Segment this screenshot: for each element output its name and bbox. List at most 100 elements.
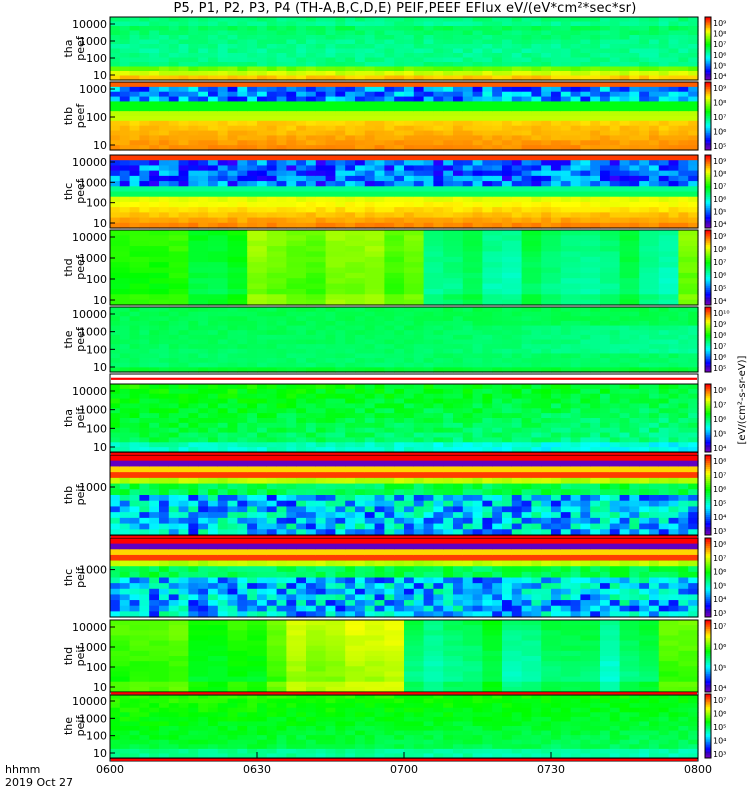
- heatmap-cell: [404, 196, 415, 203]
- colorbar-segment: [705, 370, 711, 373]
- heatmap-cell: [639, 116, 650, 122]
- heatmap-cell: [600, 339, 611, 345]
- heatmap-cell: [453, 442, 464, 448]
- heatmap-cell: [355, 398, 366, 405]
- heatmap-cell: [521, 294, 542, 301]
- heatmap-cell: [678, 384, 689, 390]
- heatmap-cell: [600, 442, 611, 448]
- heatmap-cell: [257, 57, 268, 63]
- heatmap-cell: [443, 57, 454, 63]
- heatmap-cell: [168, 62, 180, 68]
- heatmap-cell: [658, 367, 670, 373]
- heatmap-cell: [668, 316, 679, 322]
- heatmap-cell: [345, 447, 356, 453]
- heatmap-cell: [492, 320, 503, 327]
- heatmap-cell: [668, 418, 679, 424]
- heatmap-cell: [119, 358, 131, 364]
- heatmap-cell: [149, 344, 160, 350]
- heatmap-cell: [551, 75, 562, 81]
- heatmap-cell: [384, 251, 405, 258]
- heatmap-cell: [443, 91, 454, 98]
- heatmap-cell: [609, 140, 621, 146]
- heatmap-cell: [511, 155, 523, 161]
- heatmap-cell: [306, 181, 317, 187]
- heatmap-cell: [217, 75, 229, 81]
- heatmap-cell: [678, 358, 689, 364]
- heatmap-cell: [404, 398, 415, 405]
- heatmap-cell: [413, 403, 425, 409]
- heatmap-cell: [472, 170, 483, 177]
- heatmap-cell: [541, 316, 552, 322]
- heatmap-cell: [266, 186, 278, 193]
- heatmap-cell: [629, 155, 640, 161]
- heatmap-cell: [472, 311, 483, 317]
- heatmap-cell: [668, 96, 679, 103]
- heatmap-cell: [668, 307, 679, 313]
- heatmap-cell: [110, 256, 131, 263]
- heatmap-cell: [404, 316, 415, 322]
- heatmap-cell: [276, 334, 287, 341]
- heatmap-cell: [443, 212, 454, 219]
- heatmap-cell: [580, 75, 591, 81]
- heatmap-cell: [551, 427, 562, 434]
- heatmap-cell: [649, 398, 660, 405]
- heatmap-cell: [345, 130, 356, 137]
- heatmap-cell: [600, 307, 611, 313]
- heatmap-cell: [345, 403, 356, 409]
- heatmap-cell: [384, 437, 395, 443]
- heatmap-cell: [590, 427, 601, 434]
- heatmap-cell: [110, 344, 121, 350]
- heatmap-cell: [139, 311, 150, 317]
- heatmap-cell: [600, 262, 621, 269]
- heatmap-cell: [404, 35, 415, 41]
- heatmap-cell: [119, 120, 131, 127]
- heatmap-cell: [551, 120, 562, 127]
- heatmap-cell: [129, 186, 140, 193]
- heatmap-cell: [649, 212, 660, 219]
- heatmap-cell: [629, 82, 640, 88]
- heatmap-cell: [325, 175, 336, 182]
- heatmap-cell: [129, 320, 140, 327]
- heatmap-cell: [168, 207, 180, 213]
- heatmap-cell: [658, 283, 679, 290]
- heatmap-cell: [658, 267, 679, 274]
- heatmap-cell: [257, 358, 268, 364]
- heatmap-cell: [364, 307, 376, 313]
- heatmap-cell: [345, 240, 366, 247]
- heatmap-cell: [688, 75, 699, 81]
- heatmap-cell: [668, 384, 679, 390]
- heatmap-cell: [619, 353, 630, 359]
- heatmap-cell: [639, 26, 650, 32]
- heatmap-cell: [325, 334, 336, 341]
- heatmap-cell: [208, 175, 219, 182]
- heatmap-cell: [462, 311, 474, 317]
- heatmap-cell: [159, 181, 170, 187]
- heatmap-cell: [404, 86, 415, 93]
- heatmap-cell: [658, 196, 670, 203]
- heatmap-cell: [119, 101, 131, 107]
- heatmap-cell: [678, 75, 689, 81]
- heatmap-cell: [355, 66, 366, 72]
- heatmap-cell: [257, 160, 268, 167]
- heatmap-cell: [227, 44, 238, 50]
- heatmap-cell: [306, 267, 327, 274]
- heatmap-cell: [668, 160, 679, 167]
- heatmap-cell: [629, 170, 640, 177]
- colorbar-segment: [705, 441, 711, 444]
- heatmap-cell: [168, 145, 180, 151]
- heatmap-cell: [217, 155, 229, 161]
- heatmap-cell: [345, 388, 356, 395]
- heatmap-cell: [139, 367, 150, 373]
- heatmap-cell: [178, 175, 189, 182]
- heatmap-cell: [296, 207, 307, 213]
- heatmap-cell: [423, 125, 434, 132]
- heatmap-cell: [335, 367, 346, 373]
- heatmap-cell: [129, 96, 140, 103]
- heatmap-cell: [247, 437, 258, 443]
- heatmap-cell: [521, 307, 532, 313]
- heatmap-cell: [345, 442, 356, 448]
- heatmap-cell: [580, 222, 591, 229]
- heatmap-cell: [423, 358, 434, 364]
- heatmap-cell: [531, 75, 542, 81]
- heatmap-cell: [208, 358, 219, 364]
